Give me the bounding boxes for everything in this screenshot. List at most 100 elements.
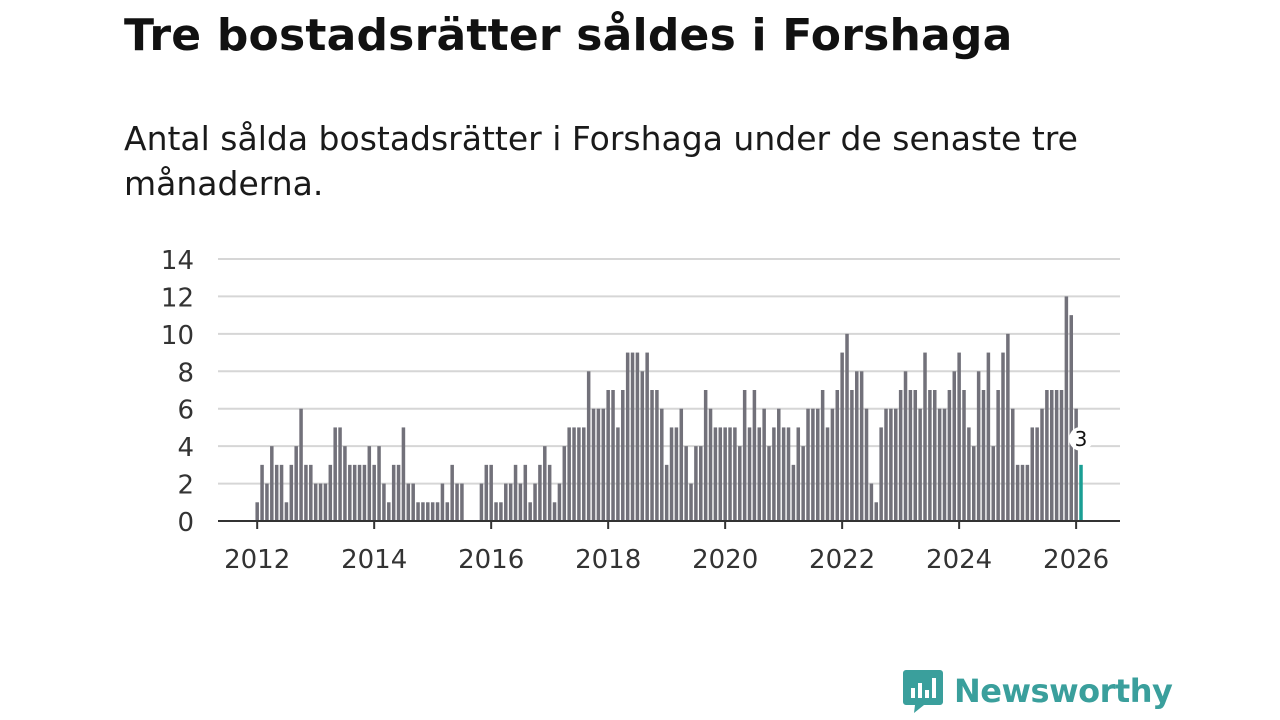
bar-157	[1020, 464, 1025, 521]
bar-59	[543, 446, 547, 521]
bar-168	[1074, 408, 1078, 521]
bar-113	[806, 408, 810, 521]
bar-166	[1064, 296, 1069, 521]
bar-56	[528, 502, 532, 521]
bar-6	[284, 502, 289, 521]
bar-135	[913, 390, 918, 521]
bar-88	[684, 446, 688, 521]
y-tick-label-2: 2	[177, 471, 194, 501]
bar-46	[479, 483, 484, 521]
bar-169	[1079, 464, 1083, 521]
bar-100	[742, 390, 747, 521]
bar-35	[426, 502, 430, 521]
y-axis-labels: 0 2 4 6 8 10 12 14	[161, 246, 194, 538]
bar-123	[855, 371, 859, 521]
bar-54	[518, 483, 523, 521]
bar-19	[348, 464, 352, 521]
bar-14	[323, 483, 328, 521]
bar-34	[421, 502, 425, 521]
bar-33	[416, 502, 420, 521]
bar-7	[289, 464, 294, 521]
bar-63	[562, 446, 567, 521]
bar-39	[445, 502, 450, 521]
bar-18	[343, 446, 347, 521]
bar-110	[791, 464, 796, 521]
bar-153	[1001, 352, 1005, 521]
bar-160	[1035, 427, 1039, 521]
bar-108	[781, 427, 786, 521]
bar-164	[1054, 390, 1059, 521]
bar-144	[957, 352, 961, 521]
bar-120	[840, 352, 844, 521]
bar-99	[738, 446, 742, 521]
bar-28	[391, 464, 396, 521]
bar-1	[260, 464, 264, 521]
bar-148	[976, 371, 981, 521]
bar-36	[430, 502, 435, 521]
bar-111	[796, 427, 801, 521]
bar-86	[674, 427, 679, 521]
x-tick-label-2026: 2026	[1043, 545, 1109, 575]
bar-156	[1015, 464, 1020, 521]
bar-143	[952, 371, 957, 521]
bar-95	[718, 427, 723, 521]
bar-96	[723, 427, 727, 521]
bar-4	[274, 464, 279, 521]
x-tick-label-2018: 2018	[575, 545, 641, 575]
bar-81	[650, 390, 654, 521]
x-tick-label-2024: 2024	[926, 545, 992, 575]
bar-74	[616, 427, 620, 521]
bar-49	[494, 502, 498, 521]
bar-167	[1069, 315, 1074, 521]
bar-97	[728, 427, 732, 521]
bar-163	[1050, 390, 1054, 521]
bars	[255, 296, 1083, 521]
bar-102	[752, 390, 757, 521]
bar-32	[411, 483, 415, 521]
bar-73	[611, 390, 615, 521]
bar-132	[898, 390, 903, 521]
bar-139	[933, 390, 937, 521]
bar-67	[582, 427, 586, 521]
bar-38	[440, 483, 445, 521]
bar-9	[299, 408, 303, 521]
bar-128	[879, 427, 883, 521]
bar-84	[664, 464, 669, 521]
bar-124	[859, 371, 864, 521]
bar-80	[645, 352, 649, 521]
bar-101	[747, 427, 752, 521]
chart-title: Tre bostadsrätter såldes i Forshaga	[124, 10, 1013, 61]
bar-15	[328, 464, 333, 521]
bar-29	[396, 464, 401, 521]
bar-126	[869, 483, 874, 521]
bar-40	[450, 464, 454, 521]
bar-161	[1040, 408, 1044, 521]
x-tick-label-2014: 2014	[341, 545, 407, 575]
bar-23	[367, 446, 372, 521]
bar-60	[547, 464, 552, 521]
bar-138	[928, 390, 932, 521]
bar-98	[733, 427, 737, 521]
y-tick-label-8: 8	[177, 358, 194, 388]
bar-82	[655, 390, 659, 521]
y-tick-label-12: 12	[161, 283, 194, 313]
y-tick-label-14: 14	[161, 246, 194, 276]
bar-125	[864, 408, 869, 521]
bar-159	[1030, 427, 1035, 521]
bar-129	[884, 408, 888, 521]
newsworthy-logo: Newsworthy	[902, 668, 1173, 714]
bar-57	[533, 483, 537, 521]
bar-69	[591, 408, 596, 521]
x-tick-label-2012: 2012	[224, 545, 290, 575]
bar-85	[669, 427, 674, 521]
bar-136	[918, 408, 922, 521]
bar-68	[586, 371, 591, 521]
bar-41	[455, 483, 459, 521]
bar-89	[689, 483, 693, 521]
bar-61	[552, 502, 557, 521]
latest-value-callout: 3	[1069, 426, 1094, 451]
bar-53	[513, 464, 518, 521]
bar-137	[923, 352, 927, 521]
bar-154	[1006, 333, 1010, 521]
bar-0	[255, 502, 259, 521]
